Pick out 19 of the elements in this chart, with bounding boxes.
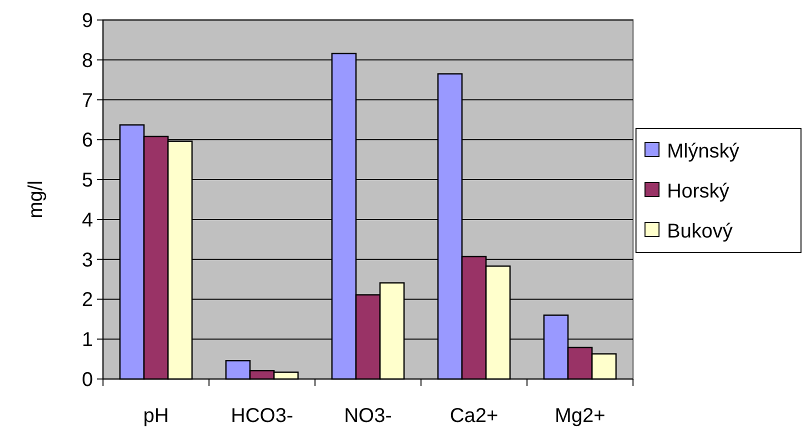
y-tick-label: 4 — [82, 209, 93, 232]
y-tick-label: 9 — [82, 10, 93, 32]
y-tick-label: 8 — [82, 50, 93, 72]
y-axis-title: mg/l — [25, 180, 47, 218]
x-tick-label: Mg2+ — [554, 405, 606, 427]
legend-label: Mlýnský — [667, 140, 740, 162]
y-tick-label: 1 — [82, 329, 93, 352]
x-tick-label: pH — [143, 405, 169, 427]
x-tick-label: Ca2+ — [450, 405, 498, 427]
y-tick-label: 5 — [82, 170, 93, 192]
x-tick-label: HCO3- — [230, 405, 294, 427]
y-tick-label: 6 — [82, 130, 93, 152]
y-tick-label: 2 — [82, 289, 93, 312]
y-tick-label: 3 — [82, 249, 93, 272]
legend-label: Horský — [667, 180, 730, 202]
y-tick-label: 7 — [82, 90, 93, 112]
legend-label: Bukový — [667, 220, 733, 242]
y-tick-label: 0 — [82, 369, 93, 391]
x-tick-label: NO3- — [344, 405, 392, 427]
